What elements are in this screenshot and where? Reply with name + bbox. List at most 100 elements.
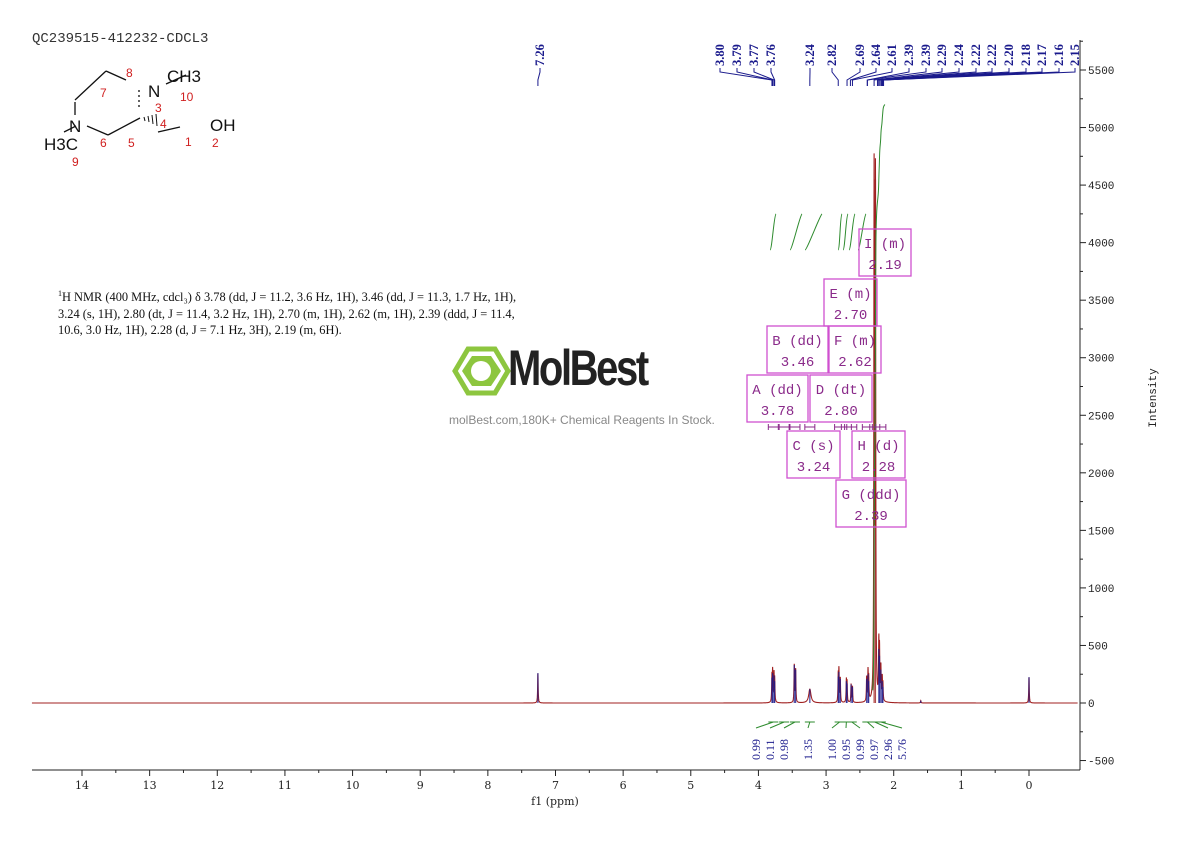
atom-num: 8 — [126, 66, 133, 80]
peak-label: 2.61 — [885, 44, 899, 66]
superscript: 1 — [58, 288, 62, 298]
y-tick-label: 1500 — [1088, 526, 1114, 538]
y-tick-label: 0 — [1088, 699, 1095, 711]
atom-num: 10 — [180, 90, 194, 104]
x-tick-label: 1 — [958, 779, 965, 792]
peak-label-leader — [736, 68, 774, 86]
multiplet-border — [766, 325, 829, 374]
atom-ch3-10: CH3 — [167, 67, 201, 86]
atom-num: 9 — [72, 155, 79, 169]
integral-bracket — [875, 721, 903, 729]
y-tick-label: 500 — [1088, 641, 1108, 653]
multiplet-box: C (s) 3.24 — [786, 430, 841, 479]
peak-label: 2.69 — [853, 44, 867, 66]
peak-label: 3.77 — [747, 44, 761, 66]
integral-label: 0.98 — [777, 739, 791, 760]
multiplet-label: A (dd) — [752, 383, 802, 399]
atom-num: 6 — [100, 136, 107, 150]
multiplet-label: I (m) — [864, 237, 906, 253]
atom-num: 5 — [128, 136, 135, 150]
integral-label: 0.99 — [853, 739, 867, 760]
integral-label: 1.00 — [825, 739, 839, 760]
atom-n6: N — [69, 117, 81, 136]
description-line: H NMR (400 MHz, cdcl₃) δ 3.78 (dd, J = 1… — [62, 290, 517, 304]
atom-num: 1 — [185, 135, 192, 149]
peak-label-leader — [866, 68, 927, 86]
integral-segment — [789, 213, 803, 251]
x-tick-label: 3 — [823, 779, 830, 792]
y-tick-label: 5500 — [1088, 66, 1114, 78]
integral-label: 0.97 — [867, 739, 881, 760]
y-tick-label: 2500 — [1088, 411, 1114, 423]
x-tick-label: 2 — [890, 779, 897, 792]
peak-label-leader — [883, 68, 1076, 86]
integral-label: 2.96 — [881, 739, 895, 760]
multiplet-range — [789, 424, 801, 430]
multiplet-label: G (ddd) — [842, 488, 901, 504]
integral-bracket — [846, 721, 861, 729]
multiplet-border — [835, 479, 907, 528]
peak-label: 2.20 — [1002, 44, 1016, 66]
nmr-description: 1H NMR (400 MHz, cdcl₃) δ 3.78 (dd, J = … — [58, 289, 698, 339]
peak-label-leader — [846, 68, 861, 86]
multiplet-shift: 2.28 — [862, 460, 896, 476]
multiplet-shift: 3.46 — [781, 355, 815, 371]
integral-segment — [769, 213, 777, 251]
peak-label: 7.26 — [533, 44, 547, 66]
multiplet-border — [828, 325, 882, 374]
multiplet-label: F (m) — [834, 334, 876, 350]
description-line: 10.6, 3.0 Hz, 1H), 2.28 (d, J = 7.1 Hz, … — [58, 323, 342, 337]
peak-label-leader — [878, 68, 993, 86]
multiplet-range — [846, 424, 858, 430]
integral-label: 5.76 — [895, 739, 909, 760]
x-tick-label: 5 — [687, 779, 694, 792]
multiplet-label: B (dd) — [772, 334, 822, 350]
x-tick-label: 0 — [1026, 779, 1033, 792]
y-tick-label: 3000 — [1088, 354, 1114, 366]
description-line: 3.24 (s, 1H), 2.80 (dt, J = 11.4, 3.2 Hz… — [58, 306, 515, 321]
x-tick-label: 7 — [552, 779, 559, 792]
multiplet-shift: 2.80 — [824, 404, 858, 420]
integral-bracket — [804, 721, 815, 729]
integral-bracket — [862, 721, 875, 729]
spectrum-line — [31, 153, 1078, 704]
peak-label: 2.22 — [985, 44, 999, 66]
peak-label: 2.39 — [919, 44, 933, 66]
multiplet-border — [786, 430, 841, 479]
peak-label: 3.80 — [713, 44, 727, 66]
peak-label: 2.24 — [952, 43, 966, 66]
peak-label-leader — [753, 68, 775, 86]
y-tick-label: 4000 — [1088, 239, 1114, 251]
multiplet-border — [851, 430, 906, 479]
multiplet-shift: 2.70 — [834, 308, 868, 324]
atom-num: 3 — [155, 101, 162, 115]
x-tick-label: 4 — [755, 779, 762, 792]
x-tick-label: 8 — [484, 779, 491, 792]
x-tick-label: 13 — [143, 779, 157, 792]
multiplet-shift: 3.78 — [761, 404, 795, 420]
integral-label: 0.11 — [763, 739, 777, 760]
peak-label: 3.24 — [803, 43, 817, 66]
x-tick-label: 9 — [417, 779, 424, 792]
multiplet-border — [809, 374, 873, 423]
peak-label: 2.64 — [869, 43, 883, 66]
multiplet-label: E (m) — [829, 287, 871, 303]
integral-segment — [848, 213, 856, 251]
multiplet-box: H (d) 2.28 — [851, 430, 906, 479]
integral-bracket — [841, 721, 852, 729]
integral-bracket — [831, 721, 845, 729]
multiplet-box: B (dd) 3.46 — [766, 325, 829, 374]
multiplet-box: G (ddd) 2.39 — [835, 479, 907, 528]
multiplet-range — [767, 424, 779, 430]
y-axis-label: Intensity — [1148, 368, 1160, 428]
integral-label: 1.35 — [801, 739, 815, 760]
y-tick-label: 2000 — [1088, 469, 1114, 481]
x-tick-label: 11 — [278, 779, 292, 792]
atom-h3c-9: H3C — [44, 135, 78, 154]
integral-bracket — [755, 721, 779, 729]
x-axis-label: f1 (ppm) — [531, 795, 579, 808]
peak-label-leader — [873, 68, 943, 86]
peak-label-leader — [537, 68, 541, 86]
peak-label: 2.18 — [1019, 44, 1033, 66]
